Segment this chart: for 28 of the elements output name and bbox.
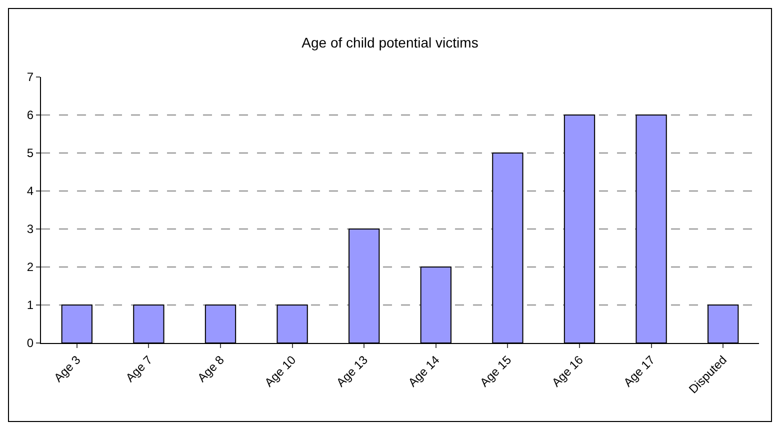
bar	[348, 228, 380, 343]
bar	[204, 304, 236, 343]
y-tick-label: 7	[26, 70, 34, 84]
bar	[61, 304, 92, 343]
y-tick-label: 4	[26, 184, 34, 198]
x-tick-label: Age 14	[405, 352, 442, 390]
y-tick-label: 5	[26, 146, 34, 160]
x-tick-label: Age 17	[620, 352, 658, 390]
x-tick-label: Age 3	[51, 352, 84, 385]
bar	[276, 304, 308, 343]
x-tick-label: Age 16	[549, 352, 586, 390]
y-tick-label: 0	[26, 336, 34, 350]
bar	[492, 152, 524, 343]
bar	[708, 304, 739, 343]
y-tick-label: 2	[26, 260, 34, 274]
x-tick-label: Age 15	[477, 352, 514, 390]
x-tick-label: Age 13	[334, 352, 371, 390]
bar	[133, 304, 164, 343]
x-tick-label: Age 8	[194, 352, 228, 385]
bar	[564, 114, 596, 343]
y-tick-label: 1	[26, 298, 34, 312]
x-tick-label: Age 10	[262, 352, 299, 390]
y-tick-label: 6	[26, 108, 34, 122]
bar	[420, 266, 452, 343]
chart-title: Age of child potential victims	[302, 34, 478, 51]
bar	[636, 114, 667, 343]
y-tick-label: 3	[26, 222, 34, 236]
x-tick-label: Age 7	[122, 352, 156, 385]
